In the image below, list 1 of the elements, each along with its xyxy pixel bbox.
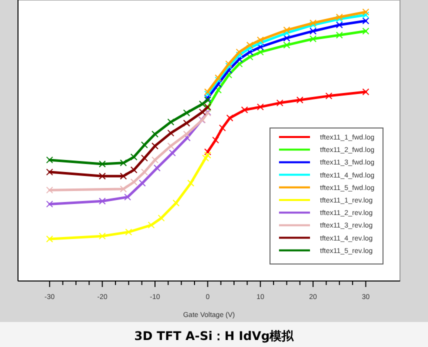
text: 3D TFT A-Si：H IdVg模拟	[134, 329, 295, 343]
